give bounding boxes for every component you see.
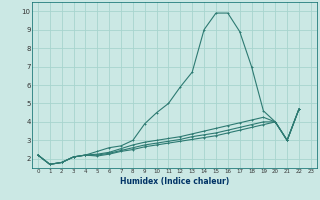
X-axis label: Humidex (Indice chaleur): Humidex (Indice chaleur) [120,177,229,186]
